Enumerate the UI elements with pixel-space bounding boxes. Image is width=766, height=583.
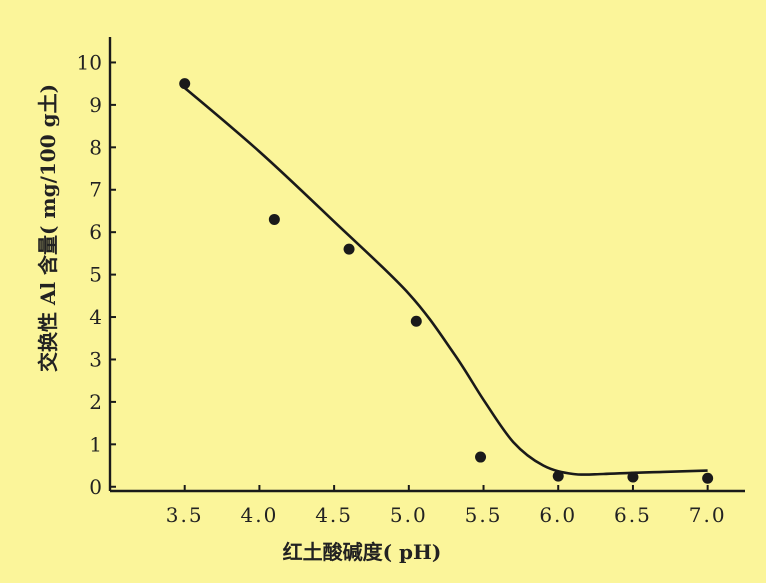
x-tick-label: 3.5 [166, 503, 204, 527]
y-tick-label: 1 [89, 432, 102, 456]
x-tick-label: 4.0 [241, 503, 279, 527]
y-tick-label: 2 [89, 390, 102, 414]
data-point [475, 451, 487, 463]
data-point [552, 470, 564, 482]
data-point [627, 471, 639, 483]
y-tick-label: 9 [89, 93, 102, 117]
axes [108, 37, 745, 493]
x-tick-label: 4.5 [315, 503, 353, 527]
y-tick-label: 6 [89, 220, 102, 244]
x-tick-label: 6.0 [539, 503, 577, 527]
y-tick-label: 3 [89, 347, 102, 371]
y-tick-label: 0 [89, 475, 102, 499]
x-axis-title: 红土酸碱度( pH) [283, 540, 442, 564]
data-point [343, 243, 355, 255]
y-tick-label: 7 [89, 178, 102, 202]
fit-line [183, 86, 708, 476]
x-tick-label: 6.5 [614, 503, 652, 527]
x-tick-label: 7.0 [689, 503, 727, 527]
fit-line-group [183, 86, 708, 476]
x-tick-label: 5.5 [465, 503, 503, 527]
data-point [268, 213, 280, 225]
y-tick-label: 4 [89, 305, 102, 329]
data-point [410, 315, 422, 327]
data-point [702, 472, 714, 484]
y-tick-label: 5 [89, 263, 102, 287]
x-tick-label: 5.0 [390, 503, 428, 527]
data-points [179, 78, 714, 484]
tick-labels: 0 1 2 3 4 5 6 7 8 9 10 3.5 4.0 4.5 5.0 5.5 6.0 6.5 7.0 [77, 50, 727, 527]
y-tick-label: 8 [89, 135, 102, 159]
tick-marks [110, 61, 709, 491]
y-axis-title: 交换性 Al 含量( mg/100 g土) [36, 84, 60, 372]
y-tick-label: 10 [77, 50, 102, 74]
data-point [179, 78, 191, 90]
